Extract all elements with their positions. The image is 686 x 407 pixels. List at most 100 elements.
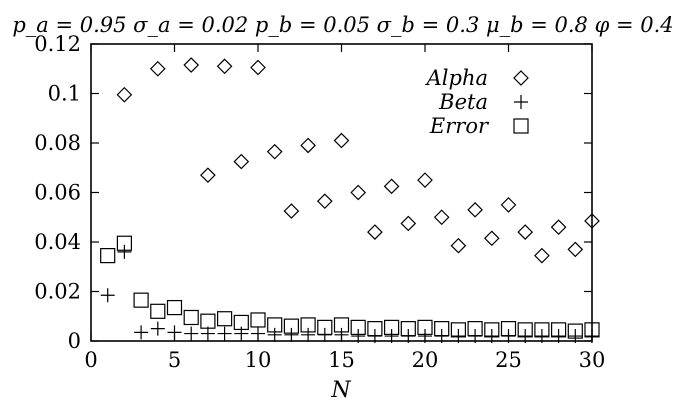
error-point <box>350 319 366 335</box>
beta-point <box>100 288 115 303</box>
alpha-point <box>216 58 233 75</box>
alpha-point <box>283 203 300 219</box>
error-point <box>400 321 416 337</box>
beta-point <box>418 329 432 344</box>
alpha-point <box>433 209 450 226</box>
beta-point <box>484 329 499 344</box>
error-point <box>484 322 500 338</box>
y-tick-label: 0 <box>68 329 81 353</box>
x-tick-label: 20 <box>412 348 439 372</box>
chart-title: p_a = 0.95 σ_a = 0.02 p_b = 0.05 σ_b = 0… <box>12 13 673 37</box>
error-point <box>267 317 283 333</box>
alpha-point <box>467 201 483 218</box>
error-point <box>233 314 249 331</box>
beta-point <box>150 321 165 336</box>
error-point <box>500 321 517 337</box>
error-point <box>200 313 216 329</box>
alpha-point <box>183 57 200 73</box>
alpha-point <box>316 193 333 210</box>
x-tick-label: 25 <box>495 348 522 372</box>
beta-point <box>284 327 299 342</box>
error-point <box>183 309 199 326</box>
x-tick-label: 15 <box>328 348 355 372</box>
error-point <box>534 322 550 338</box>
alpha-point <box>417 172 433 188</box>
series-error <box>100 235 600 339</box>
alpha-point <box>266 143 283 160</box>
alpha-point <box>149 60 166 77</box>
error-point <box>450 322 466 338</box>
series-beta <box>100 244 599 344</box>
legend-label-error: Error <box>429 114 490 138</box>
beta-point <box>117 244 132 259</box>
alpha-point <box>584 213 600 229</box>
legend-marker-alpha <box>513 70 529 86</box>
beta-point <box>384 329 399 344</box>
error-point <box>434 321 450 337</box>
error-point <box>300 317 316 333</box>
error-point <box>550 322 567 338</box>
y-tick-label: 0.02 <box>34 280 81 304</box>
beta-point <box>334 327 349 342</box>
alpha-point <box>233 153 250 170</box>
error-point <box>100 248 116 264</box>
error-point <box>116 235 133 251</box>
error-point <box>384 319 400 335</box>
data-points <box>100 57 600 344</box>
x-axis-label: N <box>330 378 351 403</box>
legend-label-alpha: Alpha <box>425 66 488 90</box>
error-point <box>333 317 350 333</box>
error-point <box>584 322 600 338</box>
beta-point <box>518 329 533 344</box>
beta-point <box>217 326 232 341</box>
beta-point <box>234 326 249 341</box>
beta-point <box>184 326 199 341</box>
alpha-point <box>517 224 534 240</box>
error-point <box>517 322 533 338</box>
x-tick-label: 0 <box>84 348 97 372</box>
beta-point <box>351 329 366 344</box>
alpha-point <box>400 215 417 232</box>
alpha-point <box>567 241 584 258</box>
alpha-point <box>534 247 550 264</box>
legend-marker-error <box>513 118 529 134</box>
error-point <box>133 292 149 308</box>
beta-point <box>200 326 215 341</box>
alpha-point <box>200 167 216 184</box>
alpha-point <box>367 224 383 240</box>
plot-frame <box>90 43 593 342</box>
alpha-point <box>550 219 567 235</box>
error-point <box>166 299 183 316</box>
beta-point <box>167 325 182 340</box>
error-point <box>567 323 583 339</box>
beta-point <box>267 327 282 342</box>
alpha-point <box>483 230 500 247</box>
x-tick-label: 10 <box>245 348 272 372</box>
beta-point <box>301 327 316 342</box>
y-tick-label: 0.04 <box>34 230 81 254</box>
beta-point <box>568 329 583 344</box>
y-tick-label: 0.08 <box>34 131 81 155</box>
error-point <box>367 321 383 337</box>
alpha-point <box>450 237 467 254</box>
alpha-point <box>500 197 517 213</box>
alpha-point <box>300 137 316 154</box>
alpha-point <box>383 178 400 195</box>
y-tick-label: 0.12 <box>34 32 81 56</box>
error-point <box>217 311 233 327</box>
error-point <box>417 319 433 335</box>
beta-point <box>134 325 149 340</box>
beta-point <box>451 329 466 344</box>
error-point <box>467 321 483 337</box>
alpha-point <box>333 132 350 149</box>
legend-marker-beta <box>514 95 528 109</box>
alpha-point <box>350 184 367 201</box>
alpha-point <box>250 59 266 76</box>
x-tick-label: 30 <box>579 348 606 372</box>
alpha-point <box>116 86 133 103</box>
beta-point <box>585 329 599 344</box>
beta-point <box>534 329 549 344</box>
x-tick-label: 5 <box>168 348 181 372</box>
